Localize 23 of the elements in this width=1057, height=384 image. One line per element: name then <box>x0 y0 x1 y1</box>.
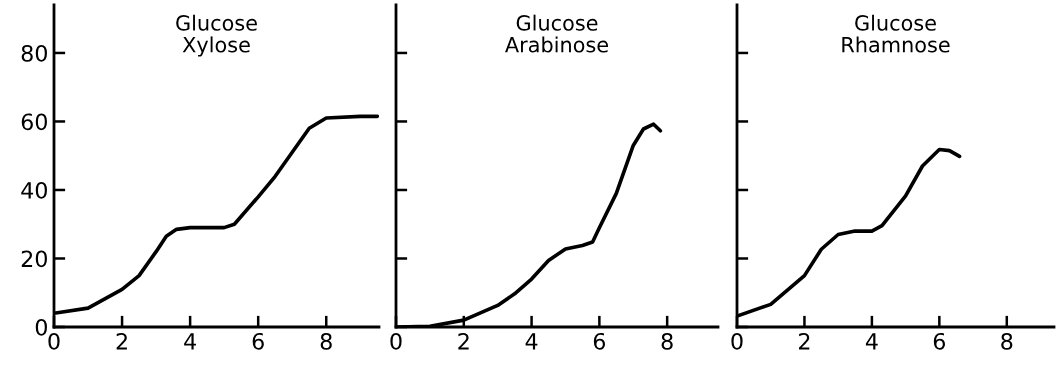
y-tick-label: 60 <box>21 113 47 131</box>
x-tick-label: 8 <box>320 332 332 350</box>
y-tick-label: 80 <box>21 44 47 62</box>
x-tick-label: 4 <box>865 333 878 350</box>
y-tick-label: 20 <box>21 250 47 268</box>
x-tick-label: 6 <box>252 332 264 350</box>
annotation: Glucose Xylose <box>176 14 257 57</box>
x-tick-label: 8 <box>661 332 673 350</box>
x-tick-label: 4 <box>525 333 538 350</box>
x-tick-label: 6 <box>593 332 606 350</box>
annotation: Glucose Arabinose <box>505 14 608 53</box>
x-tick-label: 2 <box>458 332 469 350</box>
y-tick-label: 40 <box>21 181 47 199</box>
y-tick-label: 0 <box>35 318 47 336</box>
x-tick-label: 8 <box>1001 332 1013 350</box>
x-tick-label: 0 <box>390 332 402 350</box>
x-tick-label: 0 <box>731 332 743 350</box>
annotation: Glucose Rhamnose <box>842 14 950 53</box>
x-tick-label: 6 <box>933 332 946 350</box>
x-tick-label: 4 <box>184 333 196 350</box>
x-tick-label: 2 <box>116 332 127 350</box>
x-tick-label: 0 <box>48 332 60 350</box>
x-tick-label: 2 <box>799 332 810 350</box>
